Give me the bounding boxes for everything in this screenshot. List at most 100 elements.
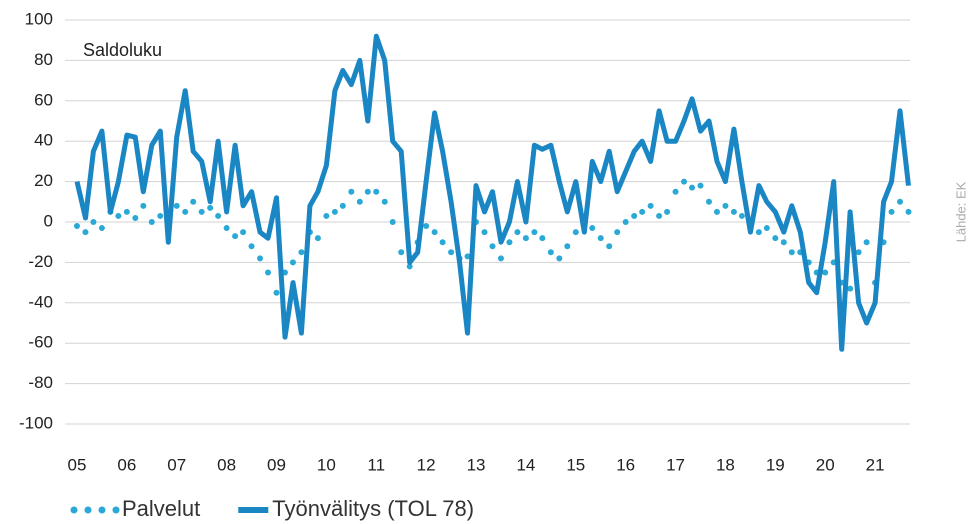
x-tick-label: 06	[117, 455, 136, 474]
x-tick-label: 13	[467, 455, 486, 474]
y-tick-label: -20	[28, 252, 53, 271]
data-point	[323, 212, 330, 219]
data-point	[132, 214, 139, 221]
annotation: Saldoluku	[83, 40, 162, 60]
data-point	[681, 178, 688, 185]
x-tick-label: 05	[68, 455, 87, 474]
data-point	[705, 198, 712, 205]
data-point	[157, 212, 164, 219]
data-point	[173, 202, 180, 209]
data-point	[888, 208, 895, 215]
data-point	[73, 223, 80, 230]
x-tick-label: 08	[217, 455, 236, 474]
data-point	[647, 202, 654, 209]
x-tick-label: 17	[666, 455, 685, 474]
data-point	[439, 239, 446, 246]
x-tick-label: 07	[167, 455, 186, 474]
data-point	[240, 229, 247, 236]
data-point	[198, 208, 205, 215]
data-point	[215, 212, 222, 219]
data-point	[763, 225, 770, 232]
x-tick-label: 20	[816, 455, 835, 474]
data-point	[356, 198, 363, 205]
data-point	[82, 229, 89, 236]
data-point	[182, 208, 189, 215]
data-point	[772, 235, 779, 242]
data-point	[381, 198, 388, 205]
data-point	[514, 229, 521, 236]
data-point	[489, 243, 496, 250]
x-tick-label: 16	[616, 455, 635, 474]
x-tick-label: 11	[367, 455, 385, 474]
data-point	[722, 202, 729, 209]
data-point	[506, 239, 513, 246]
data-point	[140, 202, 147, 209]
x-tick-label: 10	[317, 455, 336, 474]
y-tick-label: -80	[28, 373, 53, 392]
source: Lähde: EK	[953, 181, 968, 242]
legend-swatch	[112, 506, 120, 514]
y-tick-label: 20	[34, 171, 53, 190]
data-point	[639, 208, 646, 215]
data-point	[780, 239, 787, 246]
data-point	[897, 198, 904, 205]
x-tick-label: 18	[716, 455, 735, 474]
y-tick-label: 0	[44, 211, 53, 230]
data-point	[622, 219, 629, 225]
data-point	[738, 212, 745, 219]
data-line	[74, 33, 911, 352]
y-tick-label: 100	[25, 9, 53, 28]
data-point	[339, 202, 346, 209]
y-tick-label: -40	[28, 292, 53, 311]
legend-swatch	[98, 506, 106, 514]
data-point	[423, 223, 430, 230]
data-point	[257, 255, 264, 262]
data-point	[373, 188, 380, 195]
data-point	[115, 212, 122, 219]
data-point	[730, 208, 737, 215]
data-point	[697, 182, 704, 189]
data-point	[265, 269, 272, 276]
y-tick-label: 80	[34, 50, 53, 69]
data-point	[464, 253, 471, 260]
data-point	[298, 249, 305, 256]
y-tick-label: -60	[28, 333, 53, 352]
x-tick-label: 14	[516, 455, 535, 474]
data-point	[398, 249, 405, 256]
y-tick-label: -100	[19, 413, 53, 432]
data-point	[664, 208, 671, 215]
data-point	[223, 225, 230, 232]
data-point	[822, 269, 829, 276]
data-point	[547, 249, 554, 256]
x-tick-label: 09	[267, 455, 286, 474]
data-point	[755, 229, 762, 236]
data-point	[539, 235, 546, 242]
data-point	[273, 289, 280, 296]
data-point	[348, 188, 355, 195]
data-point	[531, 229, 538, 236]
legend-swatch	[84, 506, 92, 514]
data-point	[863, 239, 870, 246]
data-point	[232, 233, 239, 240]
data-point	[289, 259, 296, 266]
x-tick-label: 19	[766, 455, 785, 474]
data-point	[364, 188, 371, 195]
data-point	[597, 235, 604, 242]
data-point	[248, 243, 255, 250]
y-tick-label: 40	[34, 131, 53, 150]
data-point	[431, 229, 438, 236]
data-point	[564, 243, 571, 250]
data-point	[606, 243, 613, 250]
x-tick-label: 15	[566, 455, 585, 474]
data-point	[497, 255, 504, 262]
data-point	[672, 188, 679, 195]
data-point	[556, 255, 563, 262]
data-point	[406, 263, 413, 270]
data-point	[905, 208, 912, 215]
data-point	[389, 219, 396, 225]
data-point	[90, 219, 97, 225]
data-point	[788, 249, 795, 256]
y-tick-label: 60	[34, 90, 53, 109]
data-point	[331, 208, 338, 215]
legend-swatch	[70, 506, 78, 514]
